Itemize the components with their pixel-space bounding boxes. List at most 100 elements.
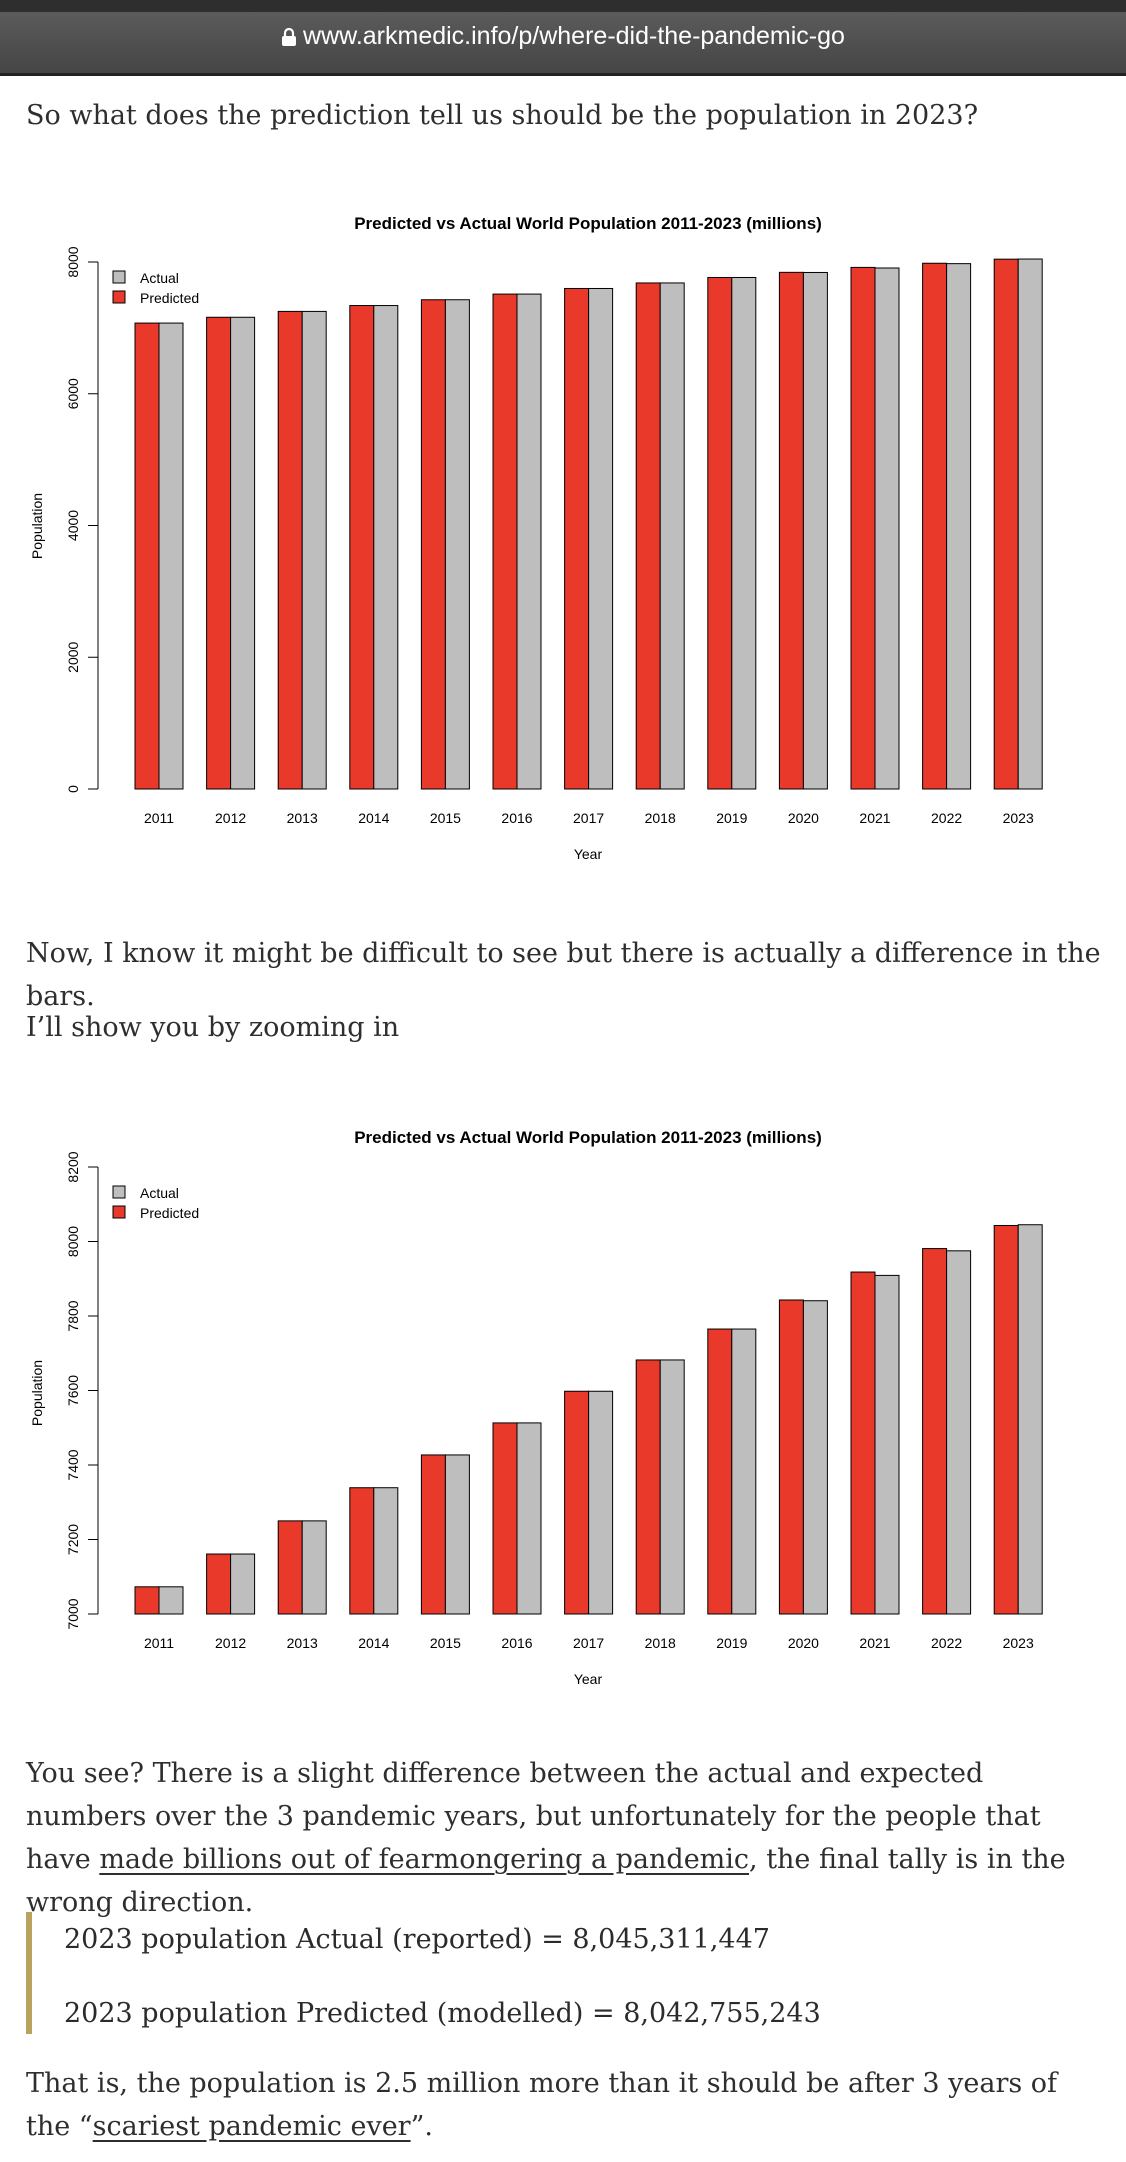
x-tick-label: 2018: [645, 810, 676, 826]
bar-actual: [301, 310, 327, 790]
x-tick-label: 2019: [716, 810, 747, 826]
paragraph-conclusion: You see? There is a slight difference be…: [26, 1752, 1106, 1924]
scariest-pandemic-link[interactable]: scariest pandemic ever: [92, 2111, 411, 2142]
x-tick-label: 2020: [788, 810, 819, 826]
bar-predicted: [564, 1390, 590, 1615]
fearmongering-link[interactable]: made billions out of fearmongering a pan…: [99, 1844, 750, 1875]
bar-actual: [588, 287, 614, 790]
x-tick-label: 2012: [215, 1635, 246, 1651]
bar-predicted: [564, 287, 590, 790]
paragraph-final: That is, the population is 2.5 million m…: [26, 2062, 1106, 2148]
x-tick-label: 2013: [287, 810, 318, 826]
bar-actual: [874, 267, 900, 790]
legend-swatch-actual: [112, 270, 126, 284]
url-text: www.arkmedic.info/p/where-did-the-pandem…: [303, 22, 845, 50]
x-axis-label: Year: [574, 846, 603, 862]
bar-actual: [373, 1487, 399, 1615]
bar-actual: [659, 1359, 685, 1615]
bar-actual: [659, 282, 685, 790]
chart-title: Predicted vs Actual World Population 201…: [354, 1128, 822, 1147]
bar-predicted: [349, 1487, 375, 1615]
bar-predicted: [492, 1422, 518, 1615]
y-tick-label: 7200: [65, 1524, 81, 1555]
bar-predicted: [707, 1328, 733, 1615]
bar-predicted: [993, 1224, 1019, 1615]
bar-actual: [946, 1250, 972, 1615]
bar-predicted: [277, 310, 303, 790]
bar-actual: [230, 1553, 256, 1615]
x-tick-label: 2023: [1003, 810, 1034, 826]
quote-actual: 2023 population Actual (reported) = 8,04…: [64, 1924, 770, 1955]
bar-predicted: [134, 1586, 160, 1615]
bar-predicted: [922, 1248, 948, 1615]
y-tick-label: 2000: [65, 641, 81, 672]
bar-predicted: [850, 1271, 876, 1615]
bar-actual: [516, 293, 542, 790]
bar-predicted: [134, 322, 160, 790]
bar-predicted: [635, 1359, 661, 1615]
bar-actual: [946, 263, 972, 790]
bar-actual: [373, 305, 399, 790]
legend-swatch-predicted: [112, 290, 126, 304]
legend-swatch-predicted: [112, 1205, 126, 1219]
y-tick-label: 0: [65, 785, 81, 793]
final-text-b: ”.: [410, 2111, 433, 2142]
bar-predicted: [778, 1299, 804, 1615]
bar-actual: [731, 276, 757, 790]
x-tick-label: 2021: [859, 1635, 890, 1651]
x-tick-label: 2019: [716, 1635, 747, 1651]
url-display[interactable]: www.arkmedic.info/p/where-did-the-pandem…: [0, 22, 1126, 51]
bar-actual: [158, 1586, 184, 1615]
bar-predicted: [922, 262, 948, 790]
lock-icon: [282, 27, 297, 46]
paragraph-zoom: I’ll show you by zooming in: [26, 1012, 400, 1043]
y-tick-label: 7800: [65, 1300, 81, 1331]
legend-label-predicted: Predicted: [140, 1205, 199, 1221]
legend-label-actual: Actual: [140, 270, 179, 286]
y-tick-label: 4000: [65, 510, 81, 541]
conclusion-text-a: You see? There is a slight difference be…: [26, 1758, 1041, 1875]
population-blockquote: 2023 population Actual (reported) = 8,04…: [26, 1912, 1106, 2034]
conclusion-text-b: , the final tally is in the wrong direct…: [26, 1844, 1066, 1918]
y-axis-label: Population: [29, 1360, 45, 1426]
y-tick-label: 8000: [65, 1226, 81, 1257]
bar-actual: [588, 1390, 614, 1615]
bar-predicted: [206, 316, 232, 790]
bar-predicted: [850, 266, 876, 790]
final-text-a: That is, the population is 2.5 million m…: [26, 2068, 1058, 2142]
y-axis-label: Population: [29, 493, 45, 559]
y-tick-label: 7400: [65, 1449, 81, 1480]
bar-predicted: [635, 282, 661, 790]
bar-predicted: [420, 299, 446, 790]
bar-actual: [301, 1520, 327, 1615]
bar-actual: [516, 1422, 542, 1615]
bar-predicted: [993, 258, 1019, 790]
chart-full-scale: Predicted vs Actual World Population 201…: [29, 214, 1043, 862]
chart-zoomed: Predicted vs Actual World Population 201…: [29, 1128, 1043, 1687]
chart-title: Predicted vs Actual World Population 201…: [354, 214, 822, 233]
x-tick-label: 2022: [931, 1635, 962, 1651]
x-tick-label: 2017: [573, 810, 604, 826]
paragraph-difference: Now, I know it might be difficult to see…: [26, 938, 1101, 1012]
bar-predicted: [420, 1454, 446, 1615]
legend-label-predicted: Predicted: [140, 290, 199, 306]
x-tick-label: 2016: [501, 1635, 532, 1651]
x-tick-label: 2016: [501, 810, 532, 826]
bar-predicted: [206, 1553, 232, 1615]
bar-actual: [158, 322, 184, 790]
y-tick-label: 7600: [65, 1375, 81, 1406]
x-tick-label: 2022: [931, 810, 962, 826]
x-tick-label: 2012: [215, 810, 246, 826]
browser-url-bar[interactable]: www.arkmedic.info/p/where-did-the-pandem…: [0, 0, 1126, 76]
bar-actual: [874, 1274, 900, 1615]
x-tick-label: 2018: [645, 1635, 676, 1651]
legend-swatch-actual: [112, 1185, 126, 1199]
y-tick-label: 8000: [65, 246, 81, 277]
bar-actual: [1017, 258, 1043, 790]
x-tick-label: 2013: [287, 1635, 318, 1651]
bar-actual: [444, 299, 470, 790]
bar-predicted: [492, 293, 518, 790]
bar-actual: [230, 316, 256, 790]
bar-actual: [444, 1454, 470, 1615]
y-tick-label: 7000: [65, 1598, 81, 1629]
